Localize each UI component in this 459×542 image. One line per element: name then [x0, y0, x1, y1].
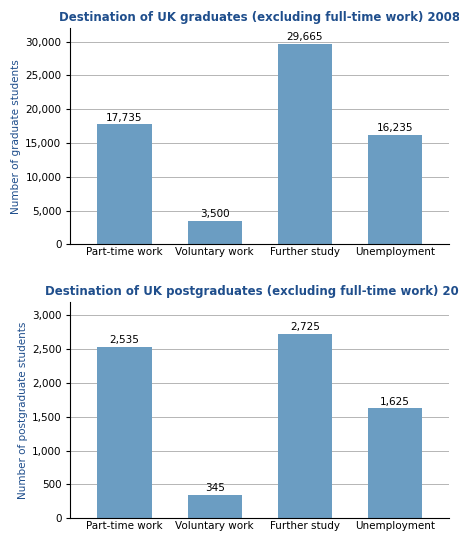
Bar [367, 134, 421, 244]
Bar [277, 334, 331, 518]
Text: 3,500: 3,500 [199, 209, 229, 219]
Bar [187, 495, 241, 518]
Text: 345: 345 [204, 483, 224, 493]
Title: Destination of UK graduates (excluding full-time work) 2008: Destination of UK graduates (excluding f… [59, 11, 459, 24]
Text: 2,535: 2,535 [109, 335, 139, 345]
Bar [97, 347, 151, 518]
Bar [97, 125, 151, 244]
Text: 16,235: 16,235 [376, 123, 412, 133]
Y-axis label: Number of postgraduate students: Number of postgraduate students [17, 321, 28, 499]
Bar [367, 408, 421, 518]
Bar [277, 44, 331, 244]
Y-axis label: Number of graduate students: Number of graduate students [11, 59, 21, 214]
Text: 2,725: 2,725 [289, 322, 319, 332]
Bar [187, 221, 241, 244]
Title: Destination of UK postgraduates (excluding full-time work) 2008: Destination of UK postgraduates (excludi… [45, 285, 459, 298]
Text: 29,665: 29,665 [286, 32, 322, 42]
Text: 17,735: 17,735 [106, 113, 142, 123]
Text: 1,625: 1,625 [379, 397, 409, 406]
